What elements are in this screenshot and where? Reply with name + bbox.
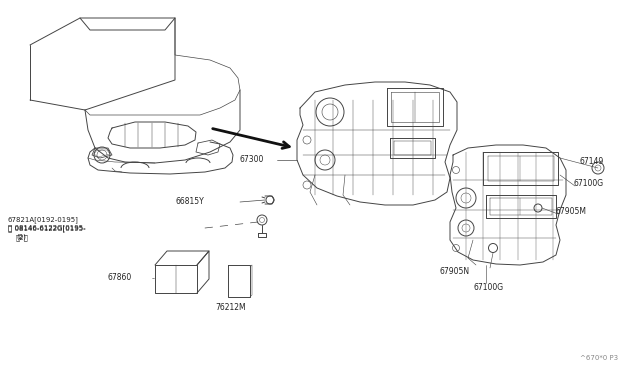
Text: 〈2）: 〈2） [16,235,29,241]
Text: ^670*0 P3: ^670*0 P3 [580,355,618,361]
Text: Ⓑ 08146-6122G[0195-: Ⓑ 08146-6122G[0195- [8,226,86,232]
Text: 67100G: 67100G [573,180,603,189]
Text: 67905N: 67905N [440,267,470,276]
Text: 67860: 67860 [108,273,132,282]
Text: 76212M: 76212M [215,304,246,312]
Text: 67905M: 67905M [556,208,587,217]
Text: 67100G: 67100G [473,283,503,292]
Text: 66815Y: 66815Y [175,198,204,206]
Text: Ⓑ 08146-6122G[0195-: Ⓑ 08146-6122G[0195- [8,224,86,231]
Text: 67821A[0192-0195]: 67821A[0192-0195] [8,217,79,223]
Text: (2): (2) [16,233,26,240]
Text: 67149: 67149 [580,157,604,167]
Text: 67300: 67300 [240,155,264,164]
